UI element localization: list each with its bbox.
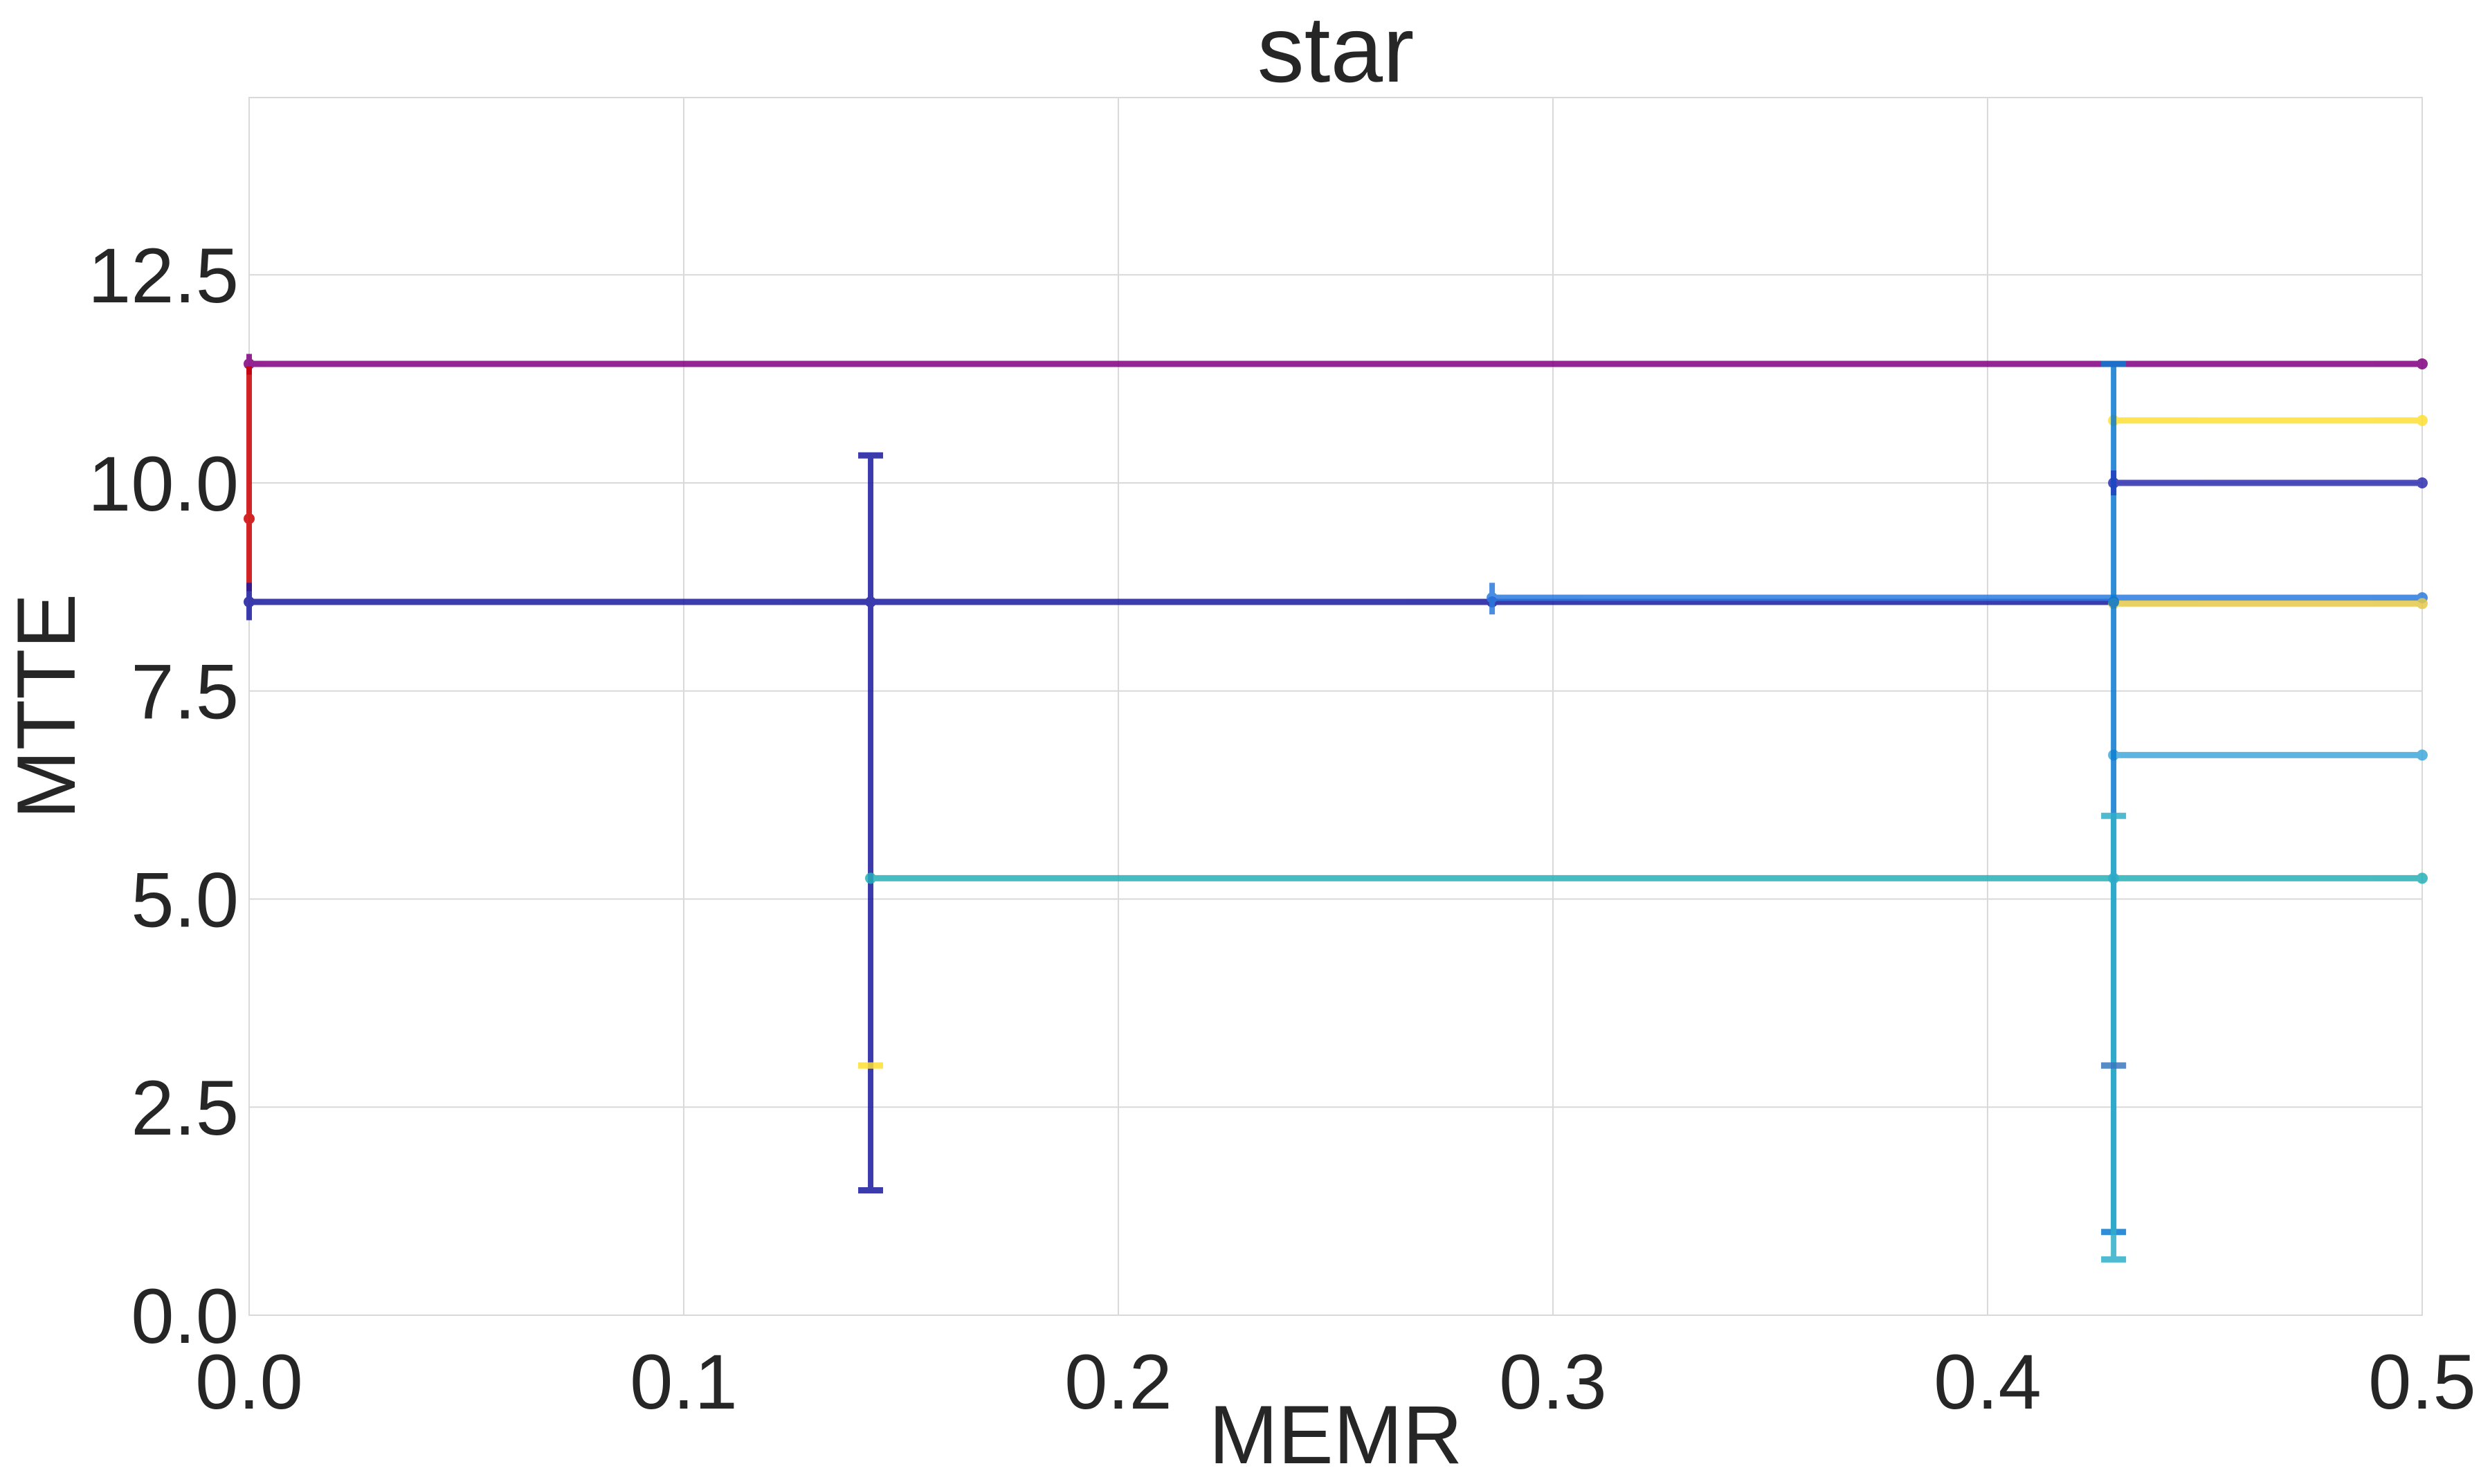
y-tick-label: 7.5 [131, 649, 239, 735]
y-axis-title: MTTE [0, 594, 93, 820]
x-tick-label: 0.1 [630, 1339, 738, 1425]
data-point [244, 513, 255, 524]
data-point [2417, 414, 2428, 426]
data-point [1487, 592, 1498, 604]
x-tick-labels: 0.0 0.1 0.2 0.3 0.4 0.5 [195, 1339, 2476, 1425]
chart-title: star [1257, 0, 1415, 102]
y-tick-label: 10.0 [88, 441, 239, 527]
x-tick-label: 0.3 [1499, 1339, 1607, 1425]
data-point [2108, 872, 2120, 884]
data-point [865, 872, 877, 884]
data-point [2417, 477, 2428, 488]
data-point [865, 596, 877, 608]
data-point [2417, 872, 2428, 884]
plot-frame [248, 97, 2423, 1316]
x-tick-label: 0.4 [1934, 1339, 2042, 1425]
x-tick-label: 0.0 [195, 1339, 303, 1425]
data-point [244, 596, 255, 608]
y-tick-label: 5.0 [131, 856, 239, 943]
data-point [2417, 749, 2428, 761]
plot-background [249, 98, 2422, 1315]
series-4 [865, 872, 2428, 884]
y-tick-label: 0.0 [131, 1273, 239, 1359]
y-tick-labels: 0.0 2.5 5.0 7.5 10.0 12.5 [88, 232, 239, 1359]
x-axis-title: MEMR [1209, 1389, 1463, 1481]
series-1 [244, 366, 255, 592]
y-tick-label: 2.5 [131, 1065, 239, 1151]
data-point [2417, 358, 2428, 369]
data-point [2108, 596, 2120, 608]
data-point [2417, 598, 2428, 610]
series-marks [244, 354, 2428, 1263]
x-tick-label: 0.5 [2368, 1339, 2476, 1425]
y-tick-label: 12.5 [88, 232, 239, 319]
series-10 [2101, 812, 2127, 1263]
x-tick-label: 0.2 [1064, 1339, 1172, 1425]
